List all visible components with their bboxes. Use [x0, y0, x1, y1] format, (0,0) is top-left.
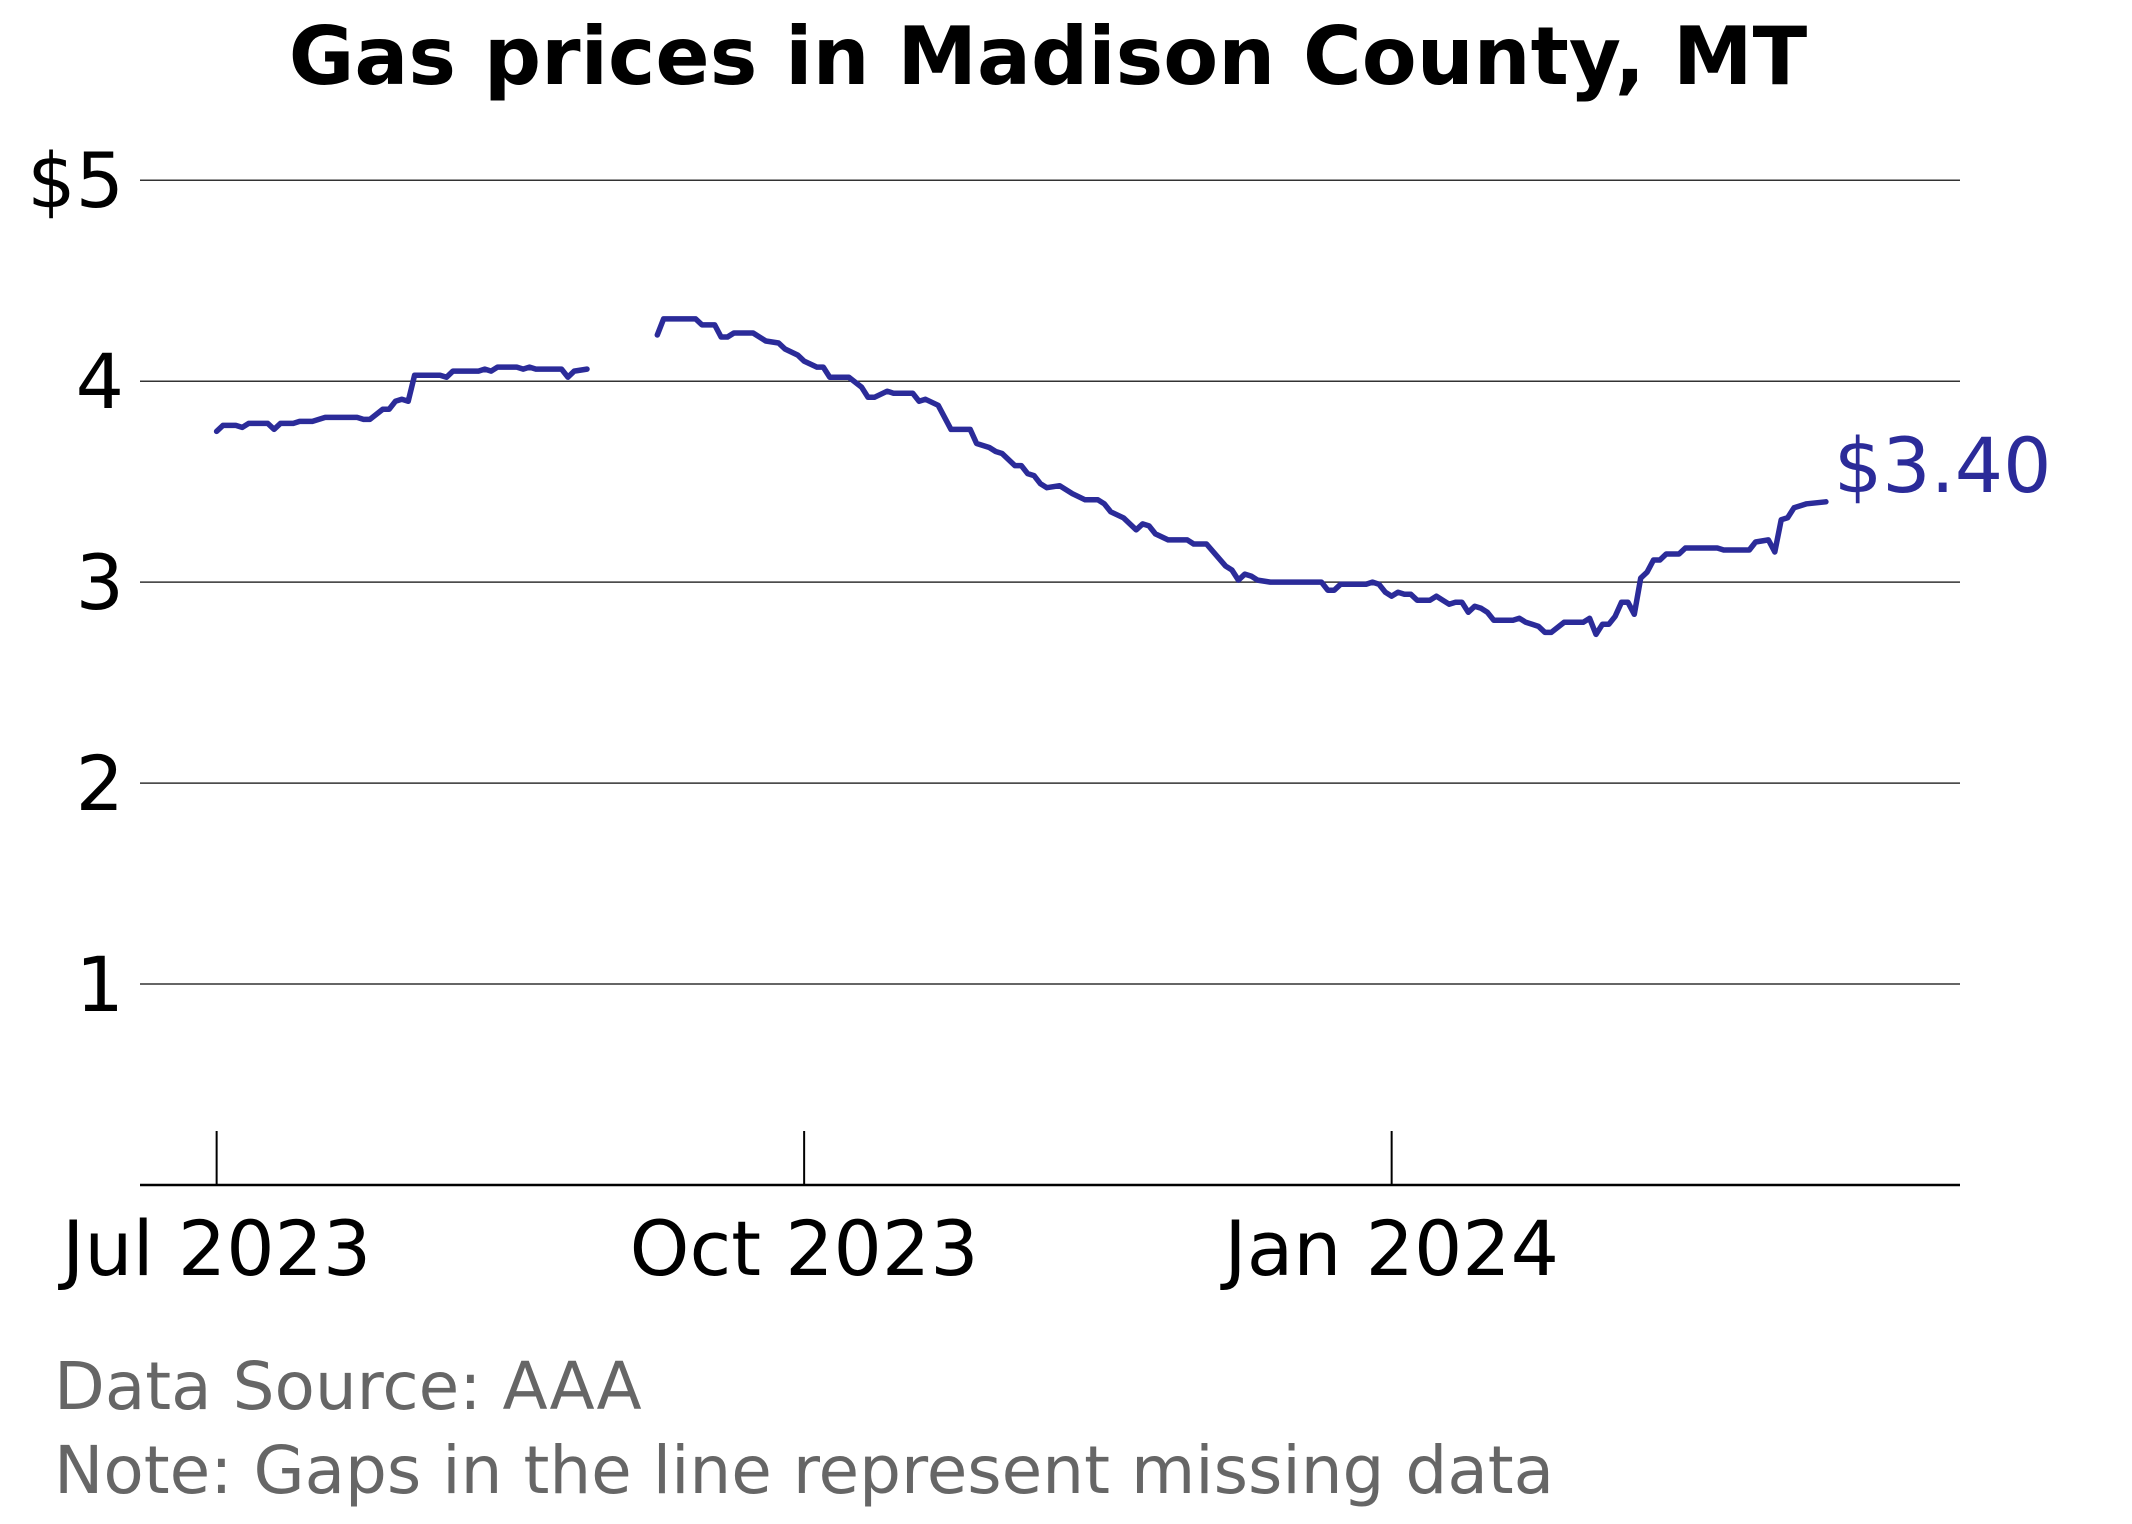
y-tick-label-4: $5: [27, 136, 124, 225]
data-source-note: Data Source: AAA: [54, 1348, 642, 1425]
x-tick-label-1: Oct 2023: [630, 1204, 979, 1293]
missing-data-note: Note: Gaps in the line represent missing…: [54, 1432, 1555, 1509]
y-tick-label-2: 3: [76, 538, 124, 627]
price-line-segment-1: [654, 316, 1829, 638]
latest-price-label: $3.40: [1834, 421, 2052, 510]
price-series: [213, 316, 1829, 638]
chart-title: Gas prices in Madison County, MT: [289, 10, 1808, 103]
price-line-segment-0: [213, 364, 590, 435]
y-tick-label-1: 2: [76, 739, 124, 828]
y-tick-label-0: 1: [76, 940, 124, 1029]
axes: Jul 2023 Oct 2023 Jan 2024: [58, 1131, 1960, 1293]
y-tick-label-3: 4: [76, 337, 124, 426]
x-tick-label-0: Jul 2023: [58, 1204, 371, 1293]
x-tick-label-2: Jan 2024: [1220, 1204, 1559, 1293]
gridlines: 1 2 3 4 $5: [27, 136, 1960, 1029]
